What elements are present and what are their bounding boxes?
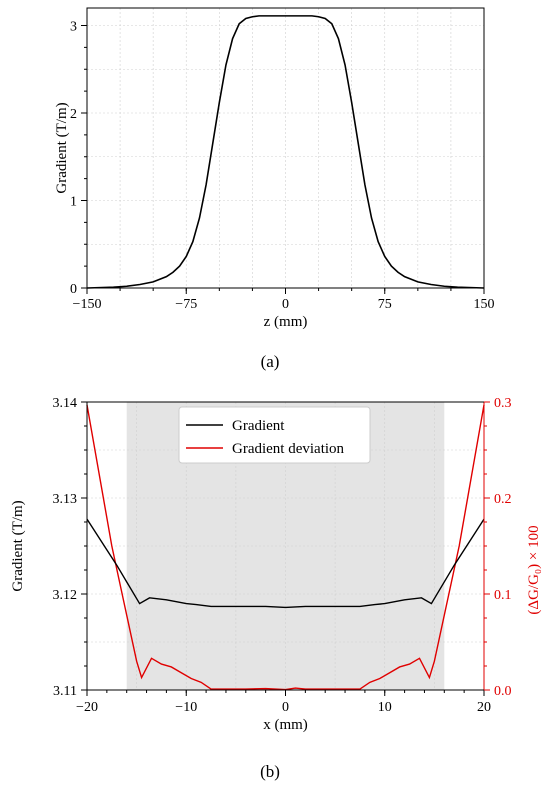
- panel-a-x-axis-label: z (mm): [264, 314, 308, 330]
- panel-b-chart: −20 −10 0 10 203.113.123.133.140.00.10.20.3 …: [10, 396, 542, 781]
- panel-b-y-tick-label: 3.11: [53, 684, 77, 699]
- panel-b-x-axis-label: x (mm): [263, 717, 308, 733]
- panel-b-x-tick-label: 20: [477, 700, 491, 715]
- panel-a-y-tick-label: 0: [70, 282, 77, 297]
- panel-a-x-tick-label: 150: [474, 297, 495, 312]
- panel-b-y-tick-label: 3.12: [53, 588, 78, 603]
- panel-a-x-tick-label: 0: [282, 297, 289, 312]
- legend-label-gradient: Gradient: [232, 418, 285, 434]
- panel-a-x-tick-label: −75: [175, 297, 197, 312]
- panel-a-x-tick-label: −150: [73, 297, 102, 312]
- panel-a-gradient-line: [86, 15, 485, 289]
- panel-a-y-tick-label: 2: [70, 107, 77, 122]
- panel-b-ticks: −20 −10 0 10 20 3.11 3.12 3.13 3.14 0.0 0.1 0.2 0.3: [53, 396, 512, 715]
- panel-b-y-axis-label: Gradient (T/m): [10, 500, 26, 591]
- panel-b-x-tick-label: 0: [282, 700, 289, 715]
- panel-a-grid: [86, 8, 485, 289]
- legend-box: [178, 406, 371, 464]
- panel-a-ticks: −150 −75 0 75 150 0 1 2 3: [70, 20, 495, 313]
- panel-b-gradient-deviation-line: [86, 404, 485, 691]
- panel-b-x-tick-label: 10: [378, 700, 392, 715]
- panel-b-y2-tick-label: 0.0: [494, 684, 512, 699]
- panel-a-y-tick-label: 3: [70, 20, 77, 35]
- panel-b-x-tick-label: −10: [175, 700, 197, 715]
- panel-b-caption: (b): [260, 762, 280, 781]
- panel-b-y2-tick-label: 0.1: [494, 588, 512, 603]
- panel-a-x-tick-label: 75: [378, 297, 392, 312]
- panel-b-right-y-axis-label: (ΔG/G₀) × 100: [526, 525, 542, 614]
- panel-b-y-tick-label: 3.14: [53, 396, 78, 411]
- legend-label-gradient-deviation: Gradient deviation: [232, 441, 345, 457]
- panel-b-y2-tick-label: 0.2: [494, 492, 512, 507]
- panel-b-x-tick-label: −20: [76, 700, 98, 715]
- panel-a-y-tick-label: 1: [70, 195, 77, 210]
- panel-b-legend: Gradient Gradient deviation: [178, 406, 371, 464]
- panel-b-y2-tick-label: 0.3: [494, 396, 512, 411]
- panel-b-gradient-line: [86, 518, 485, 609]
- panel-a-caption: (a): [261, 352, 280, 371]
- panel-a-y-axis-label: Gradient (T/m): [54, 102, 70, 193]
- panel-b-y-tick-label: 3.13: [53, 492, 78, 507]
